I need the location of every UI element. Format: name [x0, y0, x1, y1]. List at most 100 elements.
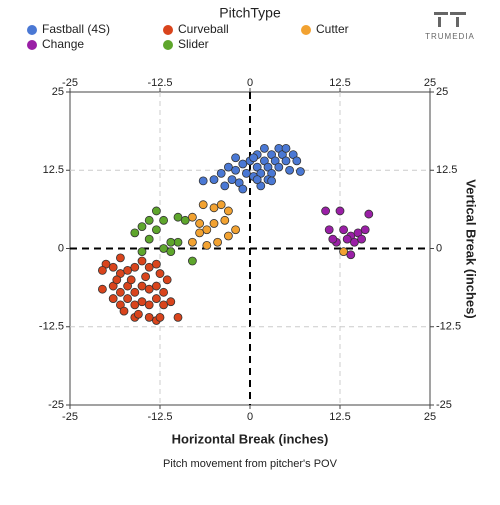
legend-label: Cutter: [316, 22, 349, 36]
point: [151, 281, 161, 291]
logo-bar: [456, 17, 459, 27]
logo: TRUMEDIA: [425, 12, 475, 41]
point: [364, 209, 374, 219]
y-tick-label-right: -12.5: [436, 321, 461, 333]
point: [166, 297, 176, 307]
point: [144, 300, 154, 310]
x-tick-label-top: -25: [62, 77, 78, 89]
point: [98, 284, 107, 294]
point: [126, 275, 136, 285]
y-tick-label: 0: [58, 242, 64, 254]
point: [130, 287, 140, 297]
x-tick-label: 0: [247, 411, 253, 423]
point: [324, 225, 334, 235]
point: [220, 215, 230, 225]
point: [216, 168, 226, 178]
point: [159, 300, 169, 310]
point: [151, 294, 161, 303]
point: [223, 162, 233, 172]
legend-label: Curveball: [178, 22, 229, 36]
point: [151, 259, 161, 269]
brand: TRUMEDIA: [425, 32, 475, 41]
point: [173, 212, 183, 222]
point: [202, 240, 212, 250]
point: [259, 143, 269, 153]
point: [249, 153, 259, 163]
y-tick-label: 25: [52, 86, 64, 98]
point: [137, 222, 147, 231]
logo-bar: [434, 12, 448, 15]
point: [137, 247, 147, 257]
point: [108, 294, 118, 303]
y-tick-label: -25: [48, 399, 64, 411]
point: [346, 250, 356, 260]
point: [130, 300, 140, 310]
logo-bar: [450, 12, 466, 15]
point: [166, 247, 176, 257]
point: [137, 256, 147, 266]
y-axis-title: Vertical Break (inches): [464, 179, 479, 318]
point: [357, 234, 367, 244]
legend-swatch: [27, 25, 37, 35]
point: [238, 184, 248, 194]
y-tick-label-right: -25: [436, 399, 452, 411]
point: [180, 215, 190, 225]
point: [213, 237, 223, 247]
point: [123, 294, 132, 303]
point: [339, 225, 349, 235]
y-tick-label-right: 12.5: [436, 164, 457, 176]
y-tick-label: -12.5: [39, 321, 64, 333]
point: [144, 312, 154, 322]
legend-label: Slider: [178, 37, 209, 51]
point: [223, 206, 233, 216]
subtitle: Pitch movement from pitcher's POV: [163, 458, 338, 470]
point: [231, 165, 241, 175]
point: [223, 231, 233, 241]
point: [133, 309, 143, 319]
point: [119, 306, 129, 316]
point: [198, 200, 208, 210]
point: [198, 176, 208, 186]
point: [209, 203, 219, 213]
point: [137, 297, 147, 307]
y-tick-label-right: 0: [436, 242, 442, 254]
legend-swatch: [301, 25, 311, 35]
point: [116, 253, 125, 263]
point: [195, 219, 205, 228]
point: [141, 272, 151, 282]
x-tick-label: -25: [62, 411, 78, 423]
point: [202, 225, 212, 235]
point: [166, 237, 176, 247]
point: [159, 244, 169, 253]
point: [231, 153, 241, 163]
point: [159, 287, 169, 297]
point: [335, 206, 345, 216]
point: [144, 262, 154, 272]
point: [173, 312, 183, 322]
x-tick-label: 25: [424, 411, 436, 423]
point: [162, 275, 172, 285]
point: [137, 281, 147, 291]
point: [98, 266, 107, 275]
point: [151, 206, 161, 216]
legend-swatch: [27, 40, 37, 50]
point: [281, 156, 291, 166]
point: [155, 269, 165, 278]
x-tick-label: -12.5: [147, 411, 172, 423]
x-tick-label: 12.5: [329, 411, 350, 423]
point: [252, 175, 262, 185]
point: [144, 215, 154, 225]
y-tick-label-right: 25: [436, 86, 448, 98]
y-tick-label: 12.5: [43, 164, 64, 176]
x-axis-title: Horizontal Break (inches): [172, 431, 329, 446]
point: [209, 175, 219, 185]
point: [220, 181, 230, 191]
legend-swatch: [163, 40, 173, 50]
point: [342, 234, 352, 244]
x-tick-label-top: 25: [424, 77, 436, 89]
x-tick-label-top: -12.5: [147, 77, 172, 89]
legend-label: Change: [42, 37, 84, 51]
point: [339, 247, 349, 257]
